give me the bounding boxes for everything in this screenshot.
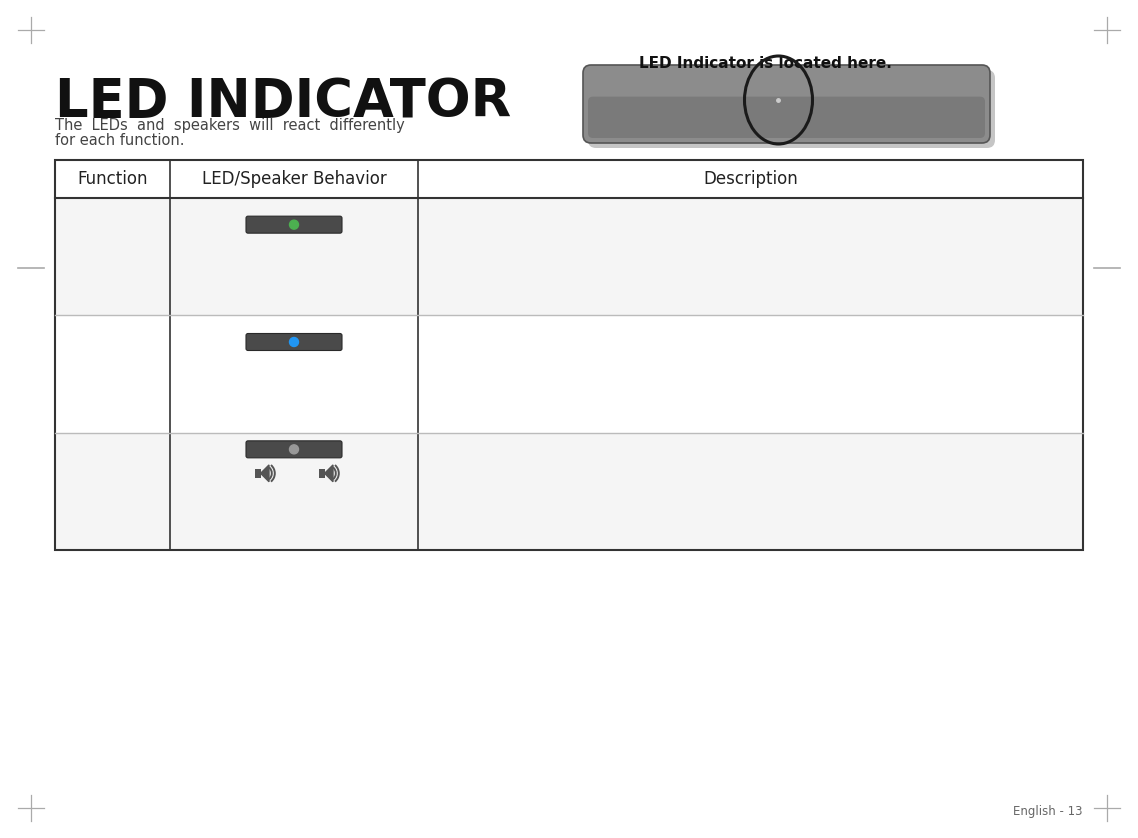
Text: On: On [275,502,295,515]
Text: LED/Speaker Behavior: LED/Speaker Behavior [201,170,387,188]
Bar [255,469,261,478]
Text: Note:: Note: [428,385,469,398]
Text: The LED will blink blue when searching
and turn solid once a device is paired
su: The LED will blink blue when searching a… [172,358,417,405]
Text: button to enable/disable TruVolume.: button to enable/disable TruVolume. [512,442,758,456]
Circle shape [289,220,298,229]
Circle shape [289,445,298,454]
FancyBboxPatch shape [246,216,343,233]
FancyBboxPatch shape [588,96,986,138]
Text: Magenta:: Magenta: [182,309,248,322]
Text: •  Bluetooth: • Bluetooth [434,248,516,261]
Bar [56,315,1082,432]
Text: the: the [516,280,546,293]
Text: Description: Description [703,170,798,188]
Text: Press the: Press the [428,442,494,456]
Text: enable the auto input detect function.: enable the auto input detect function. [428,293,683,306]
Text: Press and hold the ♦ button on the remote. The sound bar will announce that is i: Press and hold the ♦ button on the remot… [428,325,976,391]
Text: Optical: Optical [212,282,256,295]
FancyBboxPatch shape [246,441,343,458]
Text: The  LEDs  and  speakers  will  react  differently: The LEDs and speakers will react differe… [55,118,405,133]
Text: Press and hold: Press and hold [428,280,539,293]
Text: Off.: Off. [270,515,296,528]
Text: TVOL: TVOL [483,442,521,456]
Text: When enabled (On), TruVolume provides a consistent and comfortable volume
level : When enabled (On), TruVolume provides a … [428,469,950,500]
Text: Pink:: Pink: [182,282,217,295]
Polygon shape [324,465,333,482]
Bar [56,432,1082,550]
Text: Set your Bluetooth device into pairing mode prior to the sound bar.: Set your Bluetooth device into pairing m… [461,385,915,398]
Text: The LED will blink a different color for
each input:: The LED will blink a different color for… [176,241,412,271]
FancyBboxPatch shape [246,334,343,350]
Bar [319,469,324,478]
Text: •  Analog Audio In - AUX Stereo 3.5mm: • Analog Audio In - AUX Stereo 3.5mm [434,222,695,235]
FancyBboxPatch shape [588,70,995,148]
Text: Green:: Green: [182,269,229,282]
Text: A high tone double beep indicates
On, while a low tone double beep
indicates Off: A high tone double beep indicates On, wh… [187,489,402,536]
Text: INPUT: INPUT [541,280,586,293]
Text: for each function.: for each function. [55,133,184,148]
Text: •  Digital Optical Audio In - Optical: • Digital Optical Audio In - Optical [434,235,665,248]
Text: English - 13: English - 13 [1014,805,1083,818]
Text: Bluetooth: Bluetooth [211,296,271,308]
Text: LED INDICATOR: LED INDICATOR [55,76,511,128]
Text: button on the remote to cycle through the available inputs:: button on the remote to cycle through th… [522,208,924,221]
Text: AUX: AUX [218,269,245,282]
Text: LED Indicator is located here.: LED Indicator is located here. [638,56,891,71]
Polygon shape [261,465,269,482]
Text: Function: Function [77,170,148,188]
Text: Input: Input [90,249,135,264]
Bar [56,198,1082,315]
Bar [55,160,1083,550]
Text: •  USB In - USB: • USB In - USB [434,261,535,274]
Text: USB: USB [232,309,257,322]
Text: Blue:: Blue: [182,296,218,308]
Circle shape [289,338,298,346]
Text: button on the remote control for 3 seconds to: button on the remote control for 3 secon… [578,280,888,293]
Text: INPUT: INPUT [483,208,528,221]
Text: DTS
TruVolume
On/Off: DTS TruVolume On/Off [67,462,158,521]
Text: Bluetooth
Pairing: Bluetooth Pairing [71,355,155,392]
FancyBboxPatch shape [583,65,990,143]
Text: Press the: Press the [428,208,494,221]
